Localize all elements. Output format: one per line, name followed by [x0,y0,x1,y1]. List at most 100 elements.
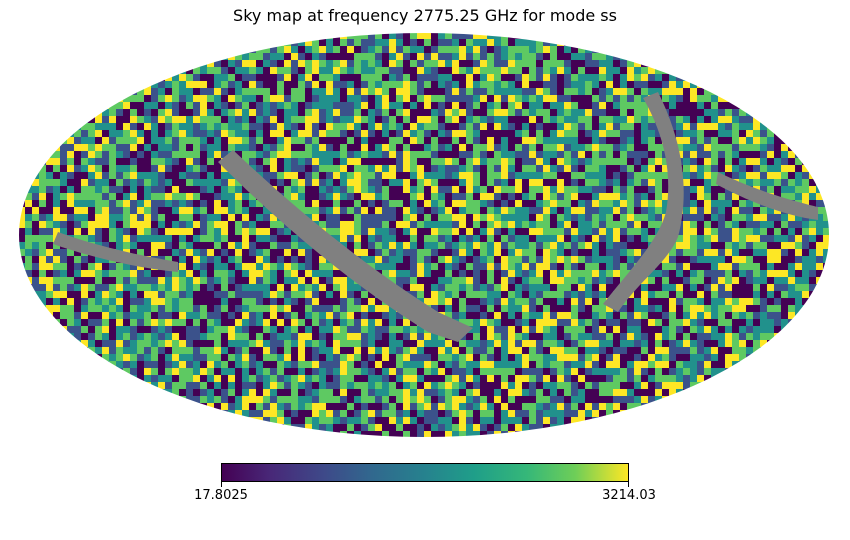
sky-pixel [221,326,228,333]
sky-pixel [403,172,410,179]
sky-pixel [781,326,788,333]
sky-pixel [802,242,809,249]
sky-pixel [403,102,410,109]
sky-pixel [361,165,368,172]
sky-pixel [718,165,725,172]
sky-pixel [130,95,137,102]
sky-pixel [158,186,165,193]
sky-pixel [522,312,529,319]
sky-pixel [375,186,382,193]
sky-pixel [81,340,88,347]
sky-pixel [200,109,207,116]
sky-pixel [403,130,410,137]
sky-pixel [116,354,123,361]
sky-pixel [263,46,270,53]
sky-pixel [214,333,221,340]
sky-pixel [46,235,53,242]
sky-pixel [760,214,767,221]
sky-pixel [403,326,410,333]
sky-pixel [74,326,81,333]
sky-pixel [424,123,431,130]
sky-pixel [809,179,816,186]
sky-pixel [221,67,228,74]
sky-pixel [641,235,648,242]
sky-pixel [683,340,690,347]
sky-pixel [571,221,578,228]
sky-pixel [501,130,508,137]
sky-pixel [508,33,515,39]
sky-pixel [550,102,557,109]
sky-pixel [158,81,165,88]
sky-pixel [662,102,669,109]
sky-pixel [319,88,326,95]
sky-pixel [221,319,228,326]
sky-pixel [627,333,634,340]
sky-pixel [452,284,459,291]
sky-pixel [172,186,179,193]
sky-pixel [487,39,494,46]
sky-pixel [508,256,515,263]
sky-pixel [361,368,368,375]
sky-pixel [207,333,214,340]
sky-pixel [536,326,543,333]
sky-pixel [536,123,543,130]
sky-pixel [690,368,697,375]
sky-pixel [361,74,368,81]
sky-pixel [319,291,326,298]
sky-pixel [431,228,438,235]
sky-pixel [739,333,746,340]
sky-pixel [207,109,214,116]
sky-pixel [424,179,431,186]
sky-pixel [116,305,123,312]
sky-pixel [732,298,739,305]
sky-pixel [88,109,95,116]
sky-pixel [228,340,235,347]
sky-pixel [585,116,592,123]
sky-pixel [151,319,158,326]
sky-pixel [564,60,571,67]
sky-pixel [746,144,753,151]
sky-pixel [676,144,683,151]
sky-pixel [592,137,599,144]
sky-pixel [389,186,396,193]
sky-pixel [753,277,760,284]
sky-pixel [424,277,431,284]
sky-pixel [452,116,459,123]
sky-pixel [676,277,683,284]
sky-pixel [410,39,417,46]
sky-pixel [704,151,711,158]
sky-pixel [480,186,487,193]
sky-pixel [319,368,326,375]
sky-pixel [550,123,557,130]
sky-pixel [662,158,669,165]
sky-pixel [249,326,256,333]
sky-pixel [739,270,746,277]
sky-pixel [25,207,32,214]
sky-pixel [760,333,767,340]
sky-pixel [263,207,270,214]
sky-pixel [508,179,515,186]
sky-pixel [697,270,704,277]
sky-pixel [312,158,319,165]
sky-pixel [172,172,179,179]
sky-pixel [452,74,459,81]
sky-pixel [431,263,438,270]
sky-pixel [459,109,466,116]
sky-pixel [326,123,333,130]
sky-pixel [249,158,256,165]
sky-pixel [585,291,592,298]
sky-pixel [340,354,347,361]
sky-pixel [669,326,676,333]
sky-pixel [354,298,361,305]
sky-pixel [683,333,690,340]
sky-pixel [298,291,305,298]
sky-pixel [564,81,571,88]
sky-pixel [403,151,410,158]
sky-pixel [802,256,809,263]
sky-pixel [620,144,627,151]
sky-pixel [452,368,459,375]
sky-pixel [627,200,634,207]
sky-pixel [676,305,683,312]
sky-pixel [494,95,501,102]
sky-pixel [578,361,585,368]
